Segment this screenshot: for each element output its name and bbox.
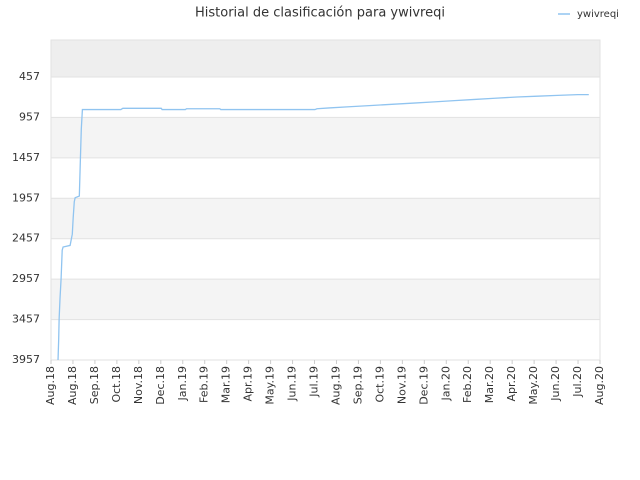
x-tick-label: Nov.19	[395, 366, 408, 404]
y-tick-label: 2457	[12, 232, 40, 245]
chart-title: Historial de clasificación para ywivreqi	[195, 6, 445, 21]
x-tick-label: Feb.20	[461, 366, 474, 403]
x-tick-label: Jan.20	[439, 366, 452, 401]
x-tick-label: Jun.19	[286, 366, 299, 402]
plot-border	[50, 39, 601, 361]
x-tick-label: Jun.20	[549, 366, 562, 402]
x-tick-label: Dec.18	[154, 366, 167, 405]
y-tick-label: 1957	[12, 191, 40, 204]
x-tick-label: Sep.19	[351, 366, 364, 404]
band	[51, 157, 600, 199]
x-tick-label: Aug.18	[66, 366, 79, 405]
y-tick-label: 1457	[12, 151, 40, 164]
legend-label: ywivreqi	[577, 9, 619, 20]
x-tick-label: Nov.18	[132, 366, 145, 404]
x-tick-label: Jul.20	[571, 366, 584, 398]
y-tick-label: 3957	[12, 353, 40, 366]
y-tick-label: 457	[19, 70, 40, 83]
y-tick-label: 957	[19, 110, 40, 123]
x-tick-label: May.19	[264, 366, 277, 405]
x-tick-label: Apr.19	[242, 366, 255, 402]
x-tick-label: May.20	[527, 366, 540, 405]
x-tick-label: Aug.18	[44, 366, 57, 405]
x-tick-label: Aug.20	[593, 366, 606, 405]
y-tick-label: 3457	[12, 313, 40, 326]
x-tick-label: Mar.20	[483, 366, 496, 403]
y-tick-label: 2957	[12, 272, 40, 285]
x-tick-label: Jul.19	[308, 366, 321, 398]
x-tick-label: Oct.18	[110, 366, 123, 403]
band	[51, 117, 600, 158]
series-line	[57, 93, 589, 361]
x-tick-label: Dec.19	[417, 366, 430, 405]
x-tick-label: Jan.19	[176, 366, 189, 401]
band	[51, 319, 600, 360]
x-tick-label: Oct.19	[373, 366, 386, 403]
x-tick-label: Sep.18	[88, 366, 101, 404]
band	[51, 279, 600, 320]
x-tick-label: Feb.19	[198, 366, 211, 403]
x-tick-label: Mar.19	[220, 366, 233, 403]
band	[51, 40, 600, 77]
band	[51, 198, 600, 239]
band	[51, 238, 600, 280]
x-tick-label: Apr.20	[505, 366, 518, 402]
x-tick-label: Aug.19	[329, 366, 342, 405]
